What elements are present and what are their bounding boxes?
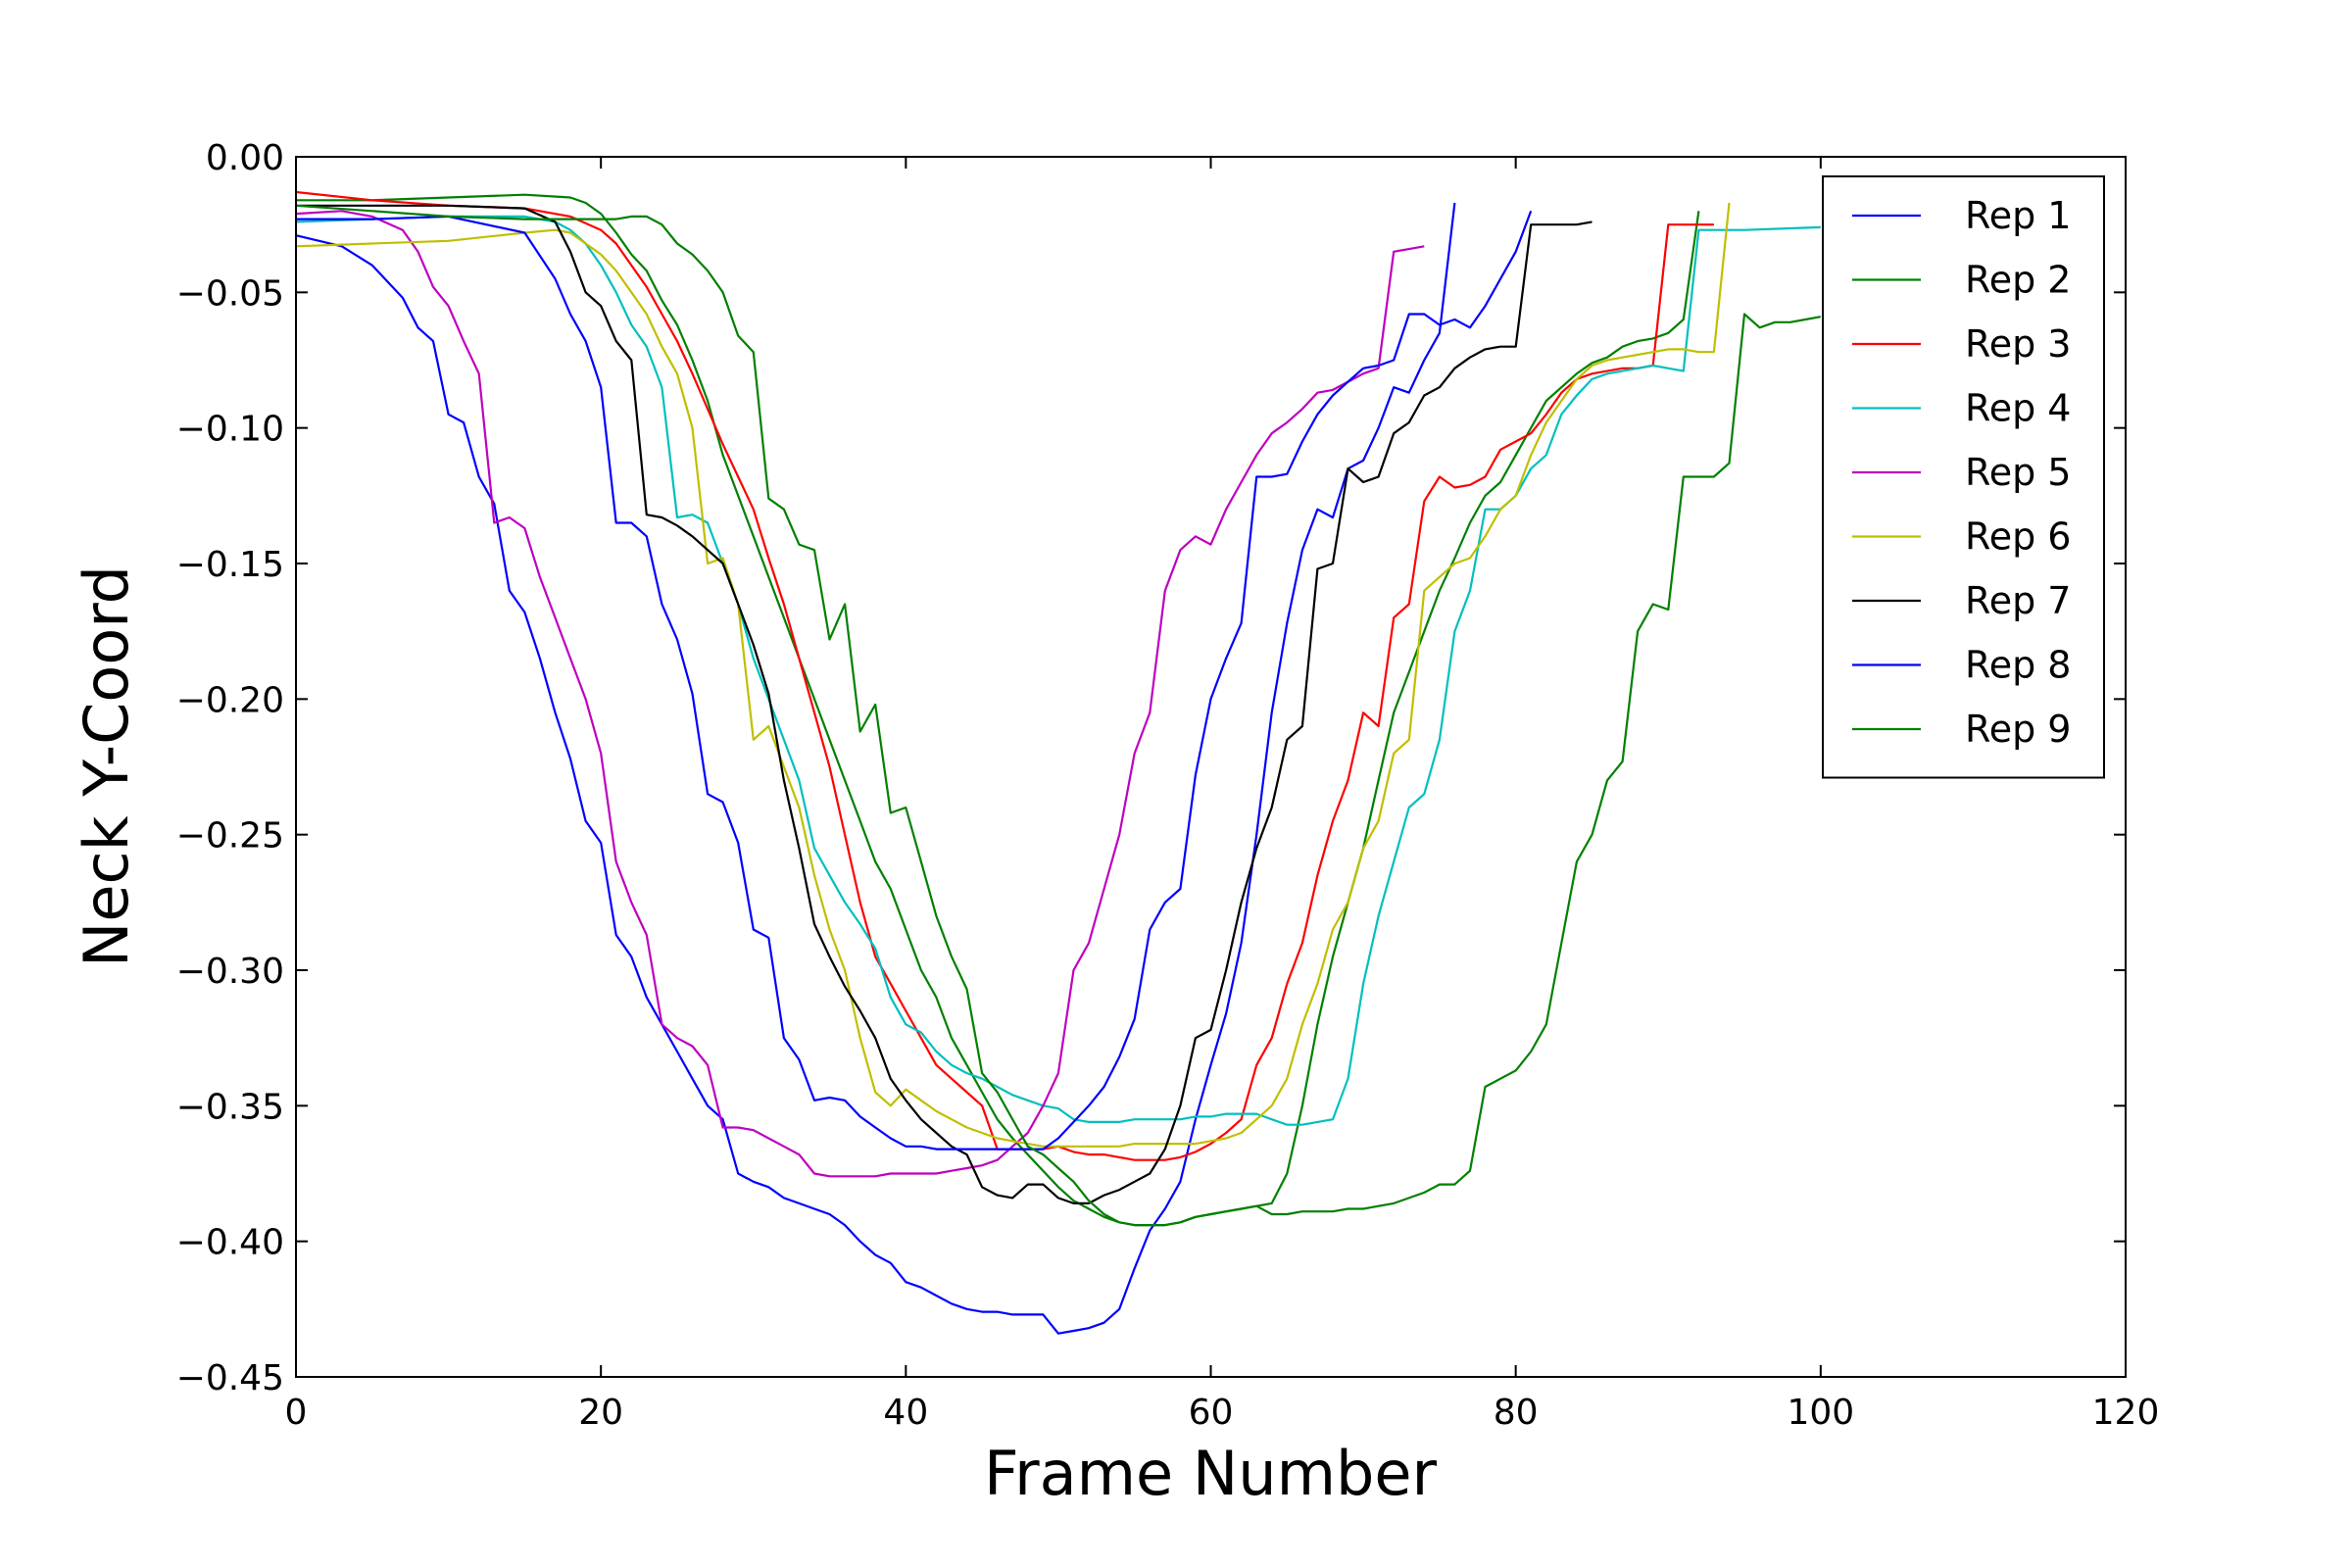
x-tick-label: 40 — [883, 1393, 928, 1433]
legend-label-rep-7: Rep 7 — [1965, 579, 2071, 622]
x-tick-label: 0 — [285, 1393, 308, 1433]
y-tick-label: −0.40 — [176, 1223, 284, 1263]
series-line-rep-8 — [296, 210, 1533, 1151]
legend-label-rep-9: Rep 9 — [1965, 708, 2071, 751]
y-tick-label: −0.20 — [176, 680, 284, 720]
legend-box — [1822, 175, 2105, 779]
y-tick-label: 0.00 — [206, 138, 284, 178]
y-tick-label: −0.35 — [176, 1087, 284, 1127]
legend: Rep 1 Rep 2 Rep 3 Rep 4 Rep 5 Rep 6 Rep 7 Rep 8… — [1822, 175, 2105, 779]
legend-label-rep-1: Rep 1 — [1965, 194, 2071, 237]
x-tick-label: 60 — [1189, 1393, 1234, 1433]
series-line-rep-4 — [295, 215, 1821, 1126]
y-tick-label: −0.15 — [176, 545, 284, 585]
x-tick-label: 20 — [578, 1393, 623, 1433]
legend-label-rep-6: Rep 6 — [1965, 515, 2071, 559]
series-line-rep-7 — [296, 204, 1592, 1205]
x-tick-label: 120 — [2092, 1393, 2160, 1433]
series-line-rep-3 — [295, 190, 1714, 1161]
series-line-rep-2 — [296, 193, 1700, 1227]
series-line-rep-9 — [295, 204, 1821, 1227]
y-tick-label: −0.05 — [176, 273, 284, 314]
y-tick-label: −0.30 — [176, 952, 284, 992]
series-line-rep-1 — [295, 202, 1456, 1335]
y-tick-label: −0.10 — [176, 410, 284, 450]
legend-label-rep-2: Rep 2 — [1965, 259, 2071, 302]
plot-area — [295, 190, 1821, 1335]
series-line-rep-5 — [295, 210, 1425, 1178]
y-tick-label: −0.25 — [176, 816, 284, 857]
x-tick-label: 100 — [1787, 1393, 1854, 1433]
legend-label-rep-8: Rep 8 — [1965, 644, 2071, 687]
legend-label-rep-5: Rep 5 — [1965, 451, 2071, 494]
series-line-rep-6 — [295, 202, 1731, 1148]
y-tick-label: −0.45 — [176, 1358, 284, 1398]
legend-label-rep-4: Rep 4 — [1965, 387, 2071, 430]
y-axis-title: Neck Y-Coord — [71, 565, 142, 967]
axis-ticks: 0 20 40 60 80 100 120 0.00 −0.05 −0.10 −0.15 −0.20 −… — [176, 138, 2160, 1433]
x-axis-title: Frame Number — [984, 1438, 1437, 1509]
x-tick-label: 80 — [1494, 1393, 1539, 1433]
legend-label-rep-3: Rep 3 — [1965, 322, 2071, 366]
plot-frame — [295, 156, 2127, 1378]
